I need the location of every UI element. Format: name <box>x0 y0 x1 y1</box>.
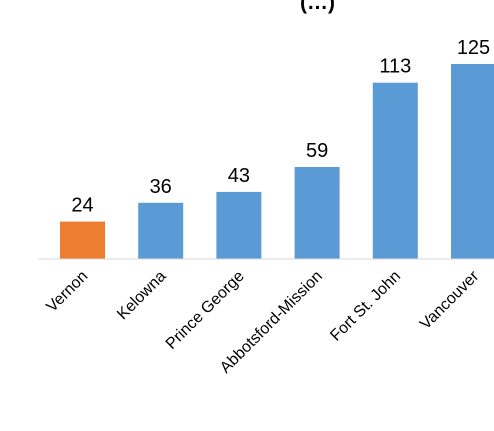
bar-vernon <box>60 221 105 259</box>
data-label: 24 <box>71 195 93 217</box>
category-label: Fort St. John <box>327 268 404 345</box>
category-label: Prince George <box>163 268 248 353</box>
category-label: Vancouver <box>417 267 483 333</box>
data-label: 36 <box>150 176 172 198</box>
bar-abbotsford-mission <box>294 167 340 259</box>
bar-kelowna <box>138 202 184 259</box>
data-label: 59 <box>306 140 328 162</box>
data-labels-group: 24 36 43 59 113 125 <box>71 37 490 217</box>
category-label: Kelowna <box>114 268 169 323</box>
data-label: 43 <box>228 165 250 187</box>
bar-fort-st-john <box>372 82 418 259</box>
data-label: 125 <box>457 37 490 59</box>
bars-group <box>60 64 494 259</box>
data-label: 113 <box>379 56 411 78</box>
bar-vancouver <box>451 64 494 259</box>
chart-title-fragment: (…) <box>300 0 335 14</box>
bar-prince-george <box>216 191 262 259</box>
category-label: Vernon <box>43 268 91 316</box>
